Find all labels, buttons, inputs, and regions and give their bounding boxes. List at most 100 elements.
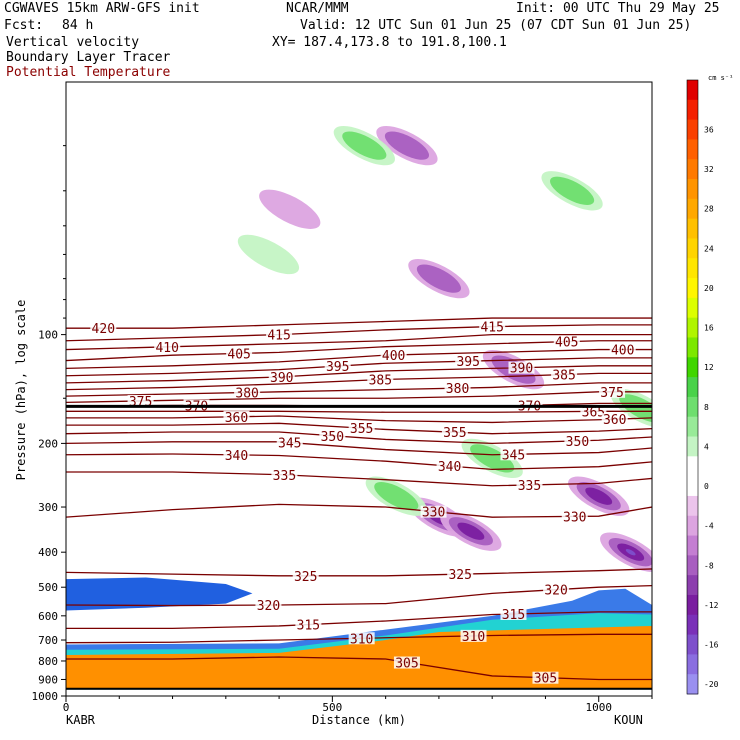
theta-label-395: 395 <box>456 355 479 370</box>
theta-label-385: 385 <box>552 369 575 384</box>
vv-cell-1-1 <box>384 131 430 160</box>
theta-contour-325 <box>66 568 652 577</box>
colorbar: 36 32 28 24 20 16 12 8 4 0 -4 -8 -12 -16 -20 <box>686 79 719 695</box>
theta-label-410: 410 <box>155 341 178 356</box>
field-vertical-velocity: Vertical velocity <box>6 35 140 50</box>
y-tick-label: 900 <box>38 673 58 686</box>
theta-contour-350 <box>66 431 652 445</box>
theta-label-bg-405 <box>226 347 253 360</box>
vv-cell-8-0 <box>237 234 300 275</box>
theta-label-330: 330 <box>563 510 586 525</box>
colorbar-swatch <box>687 297 698 319</box>
colorbar-swatch <box>687 99 698 121</box>
tracer-upper-blob <box>66 577 253 611</box>
vv-cell-0-0 <box>259 189 321 229</box>
colorbar-tick-label: 16 <box>704 324 714 333</box>
theta-label-bg-305 <box>532 671 559 684</box>
theta-contour-345 <box>66 441 652 456</box>
colorbar-swatch <box>687 238 698 259</box>
cross-section-endpoints: XY= 187.4,173.8 to 191.8,100.1 <box>272 35 507 50</box>
colorbar-tick-label: -12 <box>704 601 719 610</box>
theta-label-360: 360 <box>603 413 626 428</box>
theta-label-340: 340 <box>438 460 461 475</box>
theta-label-350: 350 <box>566 435 589 450</box>
theta-label-bg-375 <box>599 385 626 398</box>
theta-label-385: 385 <box>369 374 392 389</box>
theta-label-bg-410 <box>154 340 181 353</box>
colorbar-swatch <box>687 159 698 180</box>
field-potential-temperature: Potential Temperature <box>6 65 171 80</box>
colorbar-swatch <box>687 634 698 655</box>
theta-label-420: 420 <box>92 322 115 337</box>
colorbar-swatch <box>687 535 698 556</box>
colorbar-swatch <box>687 416 698 438</box>
theta-label-415: 415 <box>267 329 290 344</box>
theta-label-415: 415 <box>480 321 503 336</box>
theta-label-bg-330 <box>561 510 588 523</box>
colorbar-swatch <box>687 218 698 239</box>
theta-label-bg-405 <box>553 335 580 348</box>
colorbar-swatch <box>687 278 698 299</box>
y-tick-label: 200 <box>38 437 58 450</box>
theta-label-325: 325 <box>448 568 471 583</box>
colorbar-swatch <box>687 377 698 398</box>
theta-label-bg-305 <box>393 656 420 669</box>
colorbar-tick-label: 0 <box>704 482 709 491</box>
colorbar-swatch <box>687 555 698 576</box>
theta-label-bg-335 <box>271 468 298 481</box>
theta-label-380: 380 <box>446 382 469 397</box>
theta-label-320: 320 <box>257 599 280 614</box>
theta-label-bg-400 <box>609 343 636 356</box>
theta-label-bg-320 <box>543 583 570 596</box>
theta-label-bg-315 <box>295 618 322 631</box>
vv-cell-7-3 <box>625 549 636 556</box>
theta-label-bg-325 <box>447 568 474 581</box>
theta-label-bg-340 <box>223 448 250 461</box>
theta-label-bg-355 <box>441 426 468 439</box>
x-axis-label: Distance (km) <box>312 713 406 727</box>
theta-label-375: 375 <box>600 386 623 401</box>
colorbar-swatch <box>687 674 698 695</box>
theta-contour-305 <box>66 656 652 681</box>
y-tick-label: 100 <box>38 329 58 342</box>
theta-label-305: 305 <box>395 657 418 672</box>
potential-temperature-contours: 420 415 415 410 405 405 400 400 395 395 390 390 385 3… <box>66 317 652 687</box>
theta-label-395: 395 <box>326 360 349 375</box>
theta-label-315: 315 <box>502 608 525 623</box>
theta-label-405: 405 <box>227 347 250 362</box>
theta-label-340: 340 <box>225 449 248 464</box>
colorbar-swatch <box>687 594 698 616</box>
right-endpoint-label: KOUN <box>614 713 643 727</box>
y-axis-label: Pressure (hPa), log scale <box>14 300 28 481</box>
theta-label-bg-395 <box>455 355 482 368</box>
theta-label-bg-395 <box>324 360 351 373</box>
theta-label-355: 355 <box>443 426 466 441</box>
theta-contour-315 <box>66 611 652 630</box>
valid-time: Valid: 12 UTC Sun 01 Jun 25 (07 CDT Sun … <box>300 18 692 33</box>
colorbar-swatch <box>687 456 698 477</box>
theta-label-bg-415 <box>266 328 293 341</box>
theta-contour-420 <box>66 317 652 329</box>
vv-cell-11-1 <box>374 482 419 511</box>
theta-label-310: 310 <box>350 632 373 647</box>
theta-label-bg-360 <box>223 410 250 423</box>
colorbar-tick-label: 8 <box>704 403 709 412</box>
theta-contour-375 <box>66 391 652 404</box>
tracer-band-3 <box>66 625 652 689</box>
vv-cell-12-1 <box>470 444 515 473</box>
theta-label-bg-360 <box>601 413 628 426</box>
x-tick-label: 0 <box>63 701 70 714</box>
theta-label-bg-355 <box>348 422 375 435</box>
plot-frame <box>65 81 653 697</box>
theta-label-350: 350 <box>321 430 344 445</box>
y-tick-label: 300 <box>38 501 58 514</box>
theta-contour-395 <box>66 357 652 377</box>
colorbar-frame <box>686 79 699 695</box>
theta-label-305: 305 <box>534 672 557 687</box>
forecast-label: Fcst: <box>4 18 44 33</box>
theta-label-bg-380 <box>234 386 261 399</box>
theta-contour-340 <box>66 453 652 471</box>
y-tick-label: 500 <box>38 581 58 594</box>
theta-label-360: 360 <box>225 411 248 426</box>
